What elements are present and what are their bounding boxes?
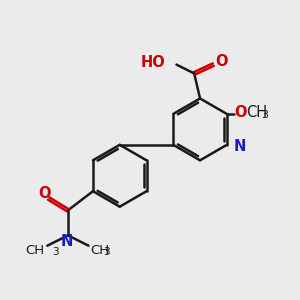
- Text: 3: 3: [52, 247, 58, 257]
- Text: N: N: [60, 234, 73, 249]
- Text: CH: CH: [90, 244, 109, 256]
- Text: O: O: [215, 54, 227, 69]
- Text: CH: CH: [25, 244, 44, 256]
- Text: 3: 3: [103, 247, 110, 257]
- Text: CH: CH: [247, 105, 268, 120]
- Text: HO: HO: [141, 55, 165, 70]
- Text: N: N: [233, 139, 246, 154]
- Text: O: O: [38, 186, 51, 201]
- Text: 3: 3: [261, 110, 268, 120]
- Text: O: O: [234, 105, 247, 120]
